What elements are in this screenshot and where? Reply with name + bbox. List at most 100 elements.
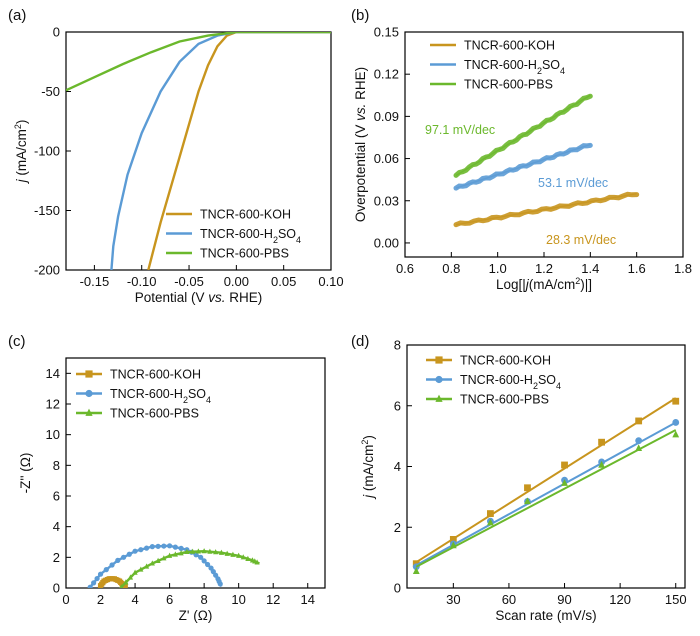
y-axis-label-part: j: [14, 178, 29, 184]
y-axis-label-part: (mA/cm: [361, 445, 376, 495]
data-point: [598, 460, 605, 468]
data-point: [178, 545, 184, 551]
data-point: [524, 484, 531, 492]
y-tick-label: 6: [394, 398, 401, 413]
fit-line: [415, 421, 677, 567]
data-point: [207, 548, 213, 554]
legend-label-part: SO: [542, 58, 560, 72]
panel-c: (c) 0 2 4 6 8 10 12 14 0 2 4 6 8 10 12 14 Z' (Ω) -Z'' (Ω) T…: [8, 333, 326, 623]
y-tick-label: 0: [394, 581, 401, 596]
legend-label: TNCR-600-KOH: [110, 368, 201, 382]
legend-label-part: TNCR-600-H: [110, 387, 183, 401]
data-point: [172, 544, 178, 550]
data-point: [561, 479, 568, 486]
tafel-fit-line: [455, 193, 637, 226]
data-point: [126, 551, 132, 557]
legend-label-part: TNCR-600-PBS: [464, 78, 553, 92]
data-point: [138, 547, 144, 553]
x-axis-label: Z' (Ω): [179, 608, 213, 623]
series-line: [66, 32, 331, 92]
slope-annotation: 97.1 mV/dec: [425, 123, 495, 137]
data-point: [132, 569, 138, 575]
y-tick-label: 12: [46, 397, 60, 412]
y-tick-label: -100: [34, 144, 60, 159]
x-tick-label: 8: [201, 592, 208, 607]
x-tick-label: 0.8: [442, 261, 460, 276]
data-point: [155, 543, 161, 549]
legend-label-part: 4: [556, 381, 561, 391]
x-tick-label: 90: [557, 592, 571, 607]
legend-label-part: TNCR-600-H: [200, 227, 273, 241]
legend-label-part: TNCR-600-KOH: [110, 368, 201, 382]
data-point: [201, 548, 207, 554]
legend-label: TNCR-600-KOH: [460, 354, 551, 368]
data-point: [245, 555, 251, 561]
y-tick-label: 4: [53, 519, 60, 534]
x-tick-label: 14: [300, 592, 314, 607]
data-point: [524, 497, 531, 505]
data-point: [672, 397, 680, 405]
y-tick-label: 8: [53, 458, 60, 473]
legend-label: TNCR-600-PBS: [110, 407, 199, 421]
x-tick-label: 4: [131, 592, 138, 607]
data-point: [204, 561, 211, 568]
x-axis-label: Scan rate (mV/s): [495, 608, 596, 623]
x-tick-label: 1.0: [489, 261, 507, 276]
data-point: [195, 548, 201, 554]
y-axis-label: j (mA/cm2): [360, 435, 376, 500]
data-point: [149, 560, 155, 566]
data-layer: [412, 397, 680, 575]
data-point: [87, 584, 93, 588]
data-point: [161, 543, 167, 549]
x-axis-label-part: RHE): [226, 290, 263, 305]
data-point: [635, 437, 643, 445]
x-tick-label: 0.6: [396, 261, 414, 276]
data-point: [224, 550, 230, 556]
data-point: [161, 555, 167, 561]
y-tick-label: 0.15: [374, 25, 399, 40]
y-tick-label: 0.12: [374, 67, 399, 82]
x-tick-label: -0.15: [80, 274, 110, 289]
data-point: [143, 563, 150, 569]
x-tick-label: 12: [266, 592, 280, 607]
y-tick-label: 6: [53, 489, 60, 504]
y-axis-label: Overpotential (V vs. RHE): [353, 67, 368, 222]
data-point: [201, 558, 207, 564]
y-tick-label: 10: [46, 427, 60, 442]
data-point: [435, 394, 443, 402]
data-point: [85, 370, 93, 378]
x-axis-label-part: Potential (V: [135, 290, 209, 305]
panel-label: (d): [351, 333, 369, 350]
x-axis-label-part: j: [524, 277, 530, 292]
y-tick-label: 0: [53, 581, 60, 596]
data-point: [230, 551, 236, 557]
data-point: [91, 580, 97, 586]
legend-label: TNCR-600-H2SO4: [110, 387, 211, 405]
y-axis-label-part: j: [361, 494, 376, 500]
data-layer: [87, 543, 260, 588]
legend-label-part: SO: [538, 373, 556, 387]
x-tick-label: 0.05: [271, 274, 296, 289]
data-point: [240, 554, 246, 560]
data-point: [254, 559, 260, 565]
legend-label-part: 4: [206, 395, 211, 405]
legend-label-part: 2: [533, 381, 538, 391]
data-point: [487, 518, 494, 526]
x-tick-label: 6: [166, 592, 173, 607]
legend-label-part: 4: [560, 66, 565, 76]
legend-label: TNCR-600-H2SO4: [200, 227, 301, 245]
data-layer: [453, 93, 640, 228]
x-axis-label-part: vs.: [208, 290, 225, 305]
data-layer: [66, 32, 331, 270]
x-tick-label: -0.05: [174, 274, 204, 289]
fit-line: [415, 397, 677, 564]
y-tick-label: 0.03: [374, 193, 399, 208]
data-point: [236, 552, 242, 558]
y-tick-label: 14: [46, 366, 60, 381]
x-tick-label: 150: [665, 592, 687, 607]
y-tick-label: 0: [53, 25, 60, 40]
legend-label-part: 2: [273, 235, 278, 245]
data-point: [138, 566, 144, 572]
data-point: [143, 545, 150, 551]
